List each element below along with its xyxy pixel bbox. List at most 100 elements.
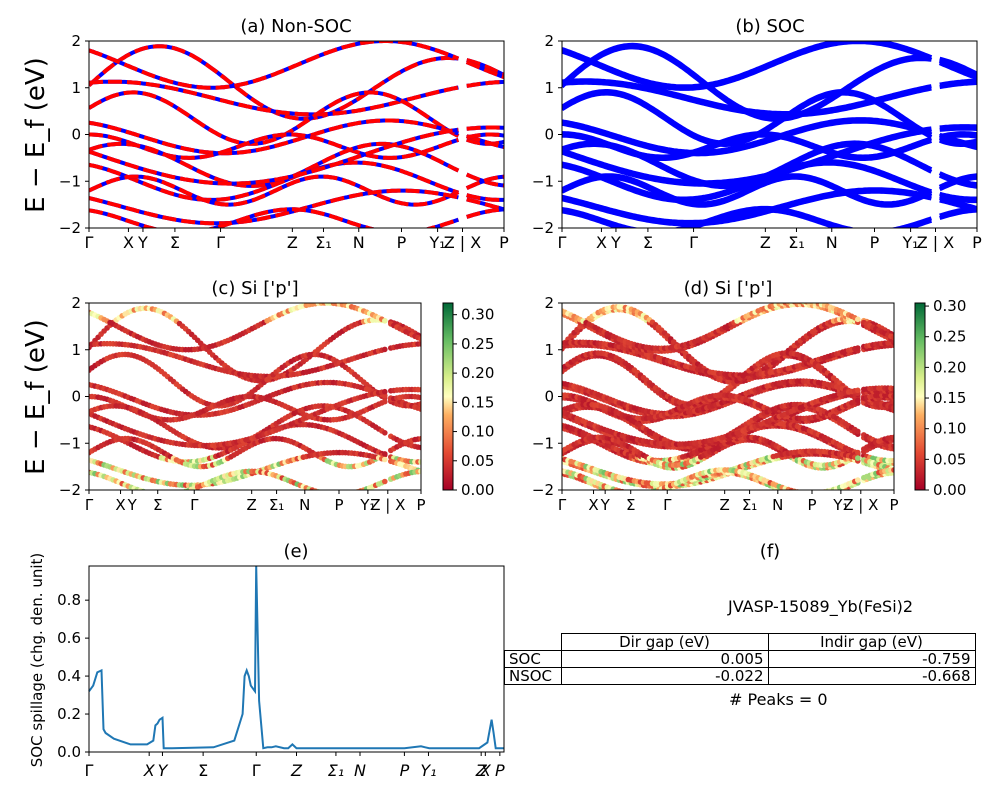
projection-point bbox=[418, 444, 421, 451]
panel-d-xtick-label: X bbox=[588, 496, 598, 514]
ylabel-spillage: SOC spillage (chg. den. unit) bbox=[28, 553, 46, 768]
panel-d-xtick-label: Y bbox=[600, 496, 611, 514]
panel-c-ytick-label: 0 bbox=[71, 388, 81, 406]
projection-point bbox=[891, 334, 894, 341]
projection-point bbox=[801, 490, 807, 496]
panel-e-xtick-label: Z bbox=[475, 761, 488, 780]
projection-point bbox=[799, 489, 802, 490]
table-row: SOC 0.005 -0.759 bbox=[504, 650, 976, 668]
projection-point bbox=[325, 491, 331, 497]
panel-a-xtick-label: X bbox=[123, 233, 134, 252]
projection-point bbox=[617, 491, 623, 497]
projection-point bbox=[320, 489, 323, 490]
projection-point bbox=[174, 491, 180, 497]
projection-point bbox=[322, 491, 328, 497]
projection-point bbox=[645, 489, 648, 490]
panel-d-colorbar-label: 0.25 bbox=[933, 328, 966, 346]
row-label-nsoc: NSOC bbox=[504, 667, 562, 685]
projection-point bbox=[418, 406, 421, 412]
panel-e-ytick-label: 0.0 bbox=[57, 743, 81, 761]
panel-e-ytick-label: 0.6 bbox=[57, 629, 81, 647]
panel-c-points bbox=[89, 303, 421, 498]
panel-e-xtick-label: Y₁ bbox=[420, 761, 436, 780]
panel-b-xtick-label: Z bbox=[760, 233, 771, 252]
band-line-soc bbox=[562, 175, 977, 208]
panel-c-colorbar-label: 0.00 bbox=[461, 481, 494, 499]
panel-c-colorbar-label: 0.10 bbox=[461, 423, 494, 441]
panel-a-xtick-label: Z | X bbox=[444, 233, 482, 252]
projection-point bbox=[177, 490, 183, 496]
panel-a-ytick-label: 0 bbox=[71, 126, 81, 144]
info-caption: JVASP-15089_Yb(FeSi)2 bbox=[728, 597, 914, 616]
panel-d-colorbar-label: 0.15 bbox=[933, 389, 966, 407]
projection-point bbox=[171, 491, 177, 497]
panel-title-a: (a) Non-SOC bbox=[240, 16, 351, 37]
panel-e-xtick-label: Σ bbox=[198, 761, 208, 780]
projection-point bbox=[657, 489, 660, 490]
panel-d-ytick-label: 0 bbox=[544, 388, 554, 406]
panel-d-xtick-label: Z bbox=[720, 496, 730, 514]
panel-a-ytick-label: 2 bbox=[71, 32, 81, 50]
projection-point bbox=[382, 456, 388, 463]
projection-point bbox=[382, 451, 388, 457]
band-line-soc bbox=[562, 41, 977, 91]
panel-b-xtick-label: N bbox=[826, 233, 838, 252]
panel-c-ytick-label: −1 bbox=[59, 434, 81, 452]
panel-d-colorbar-label: 0.00 bbox=[933, 481, 966, 499]
projection-point bbox=[168, 492, 174, 498]
panel-b-ytick-label: 1 bbox=[544, 79, 554, 97]
panel-c-xtick-label: Y₁ bbox=[359, 496, 375, 514]
projection-point bbox=[855, 455, 861, 461]
panel-b-xtick-label: X bbox=[596, 233, 607, 252]
panel-c-ytick-label: −2 bbox=[59, 481, 81, 499]
projection-point bbox=[855, 477, 861, 483]
projection-point bbox=[638, 490, 644, 496]
panel-e-xtick-label: P bbox=[495, 761, 505, 780]
projection-point bbox=[620, 492, 626, 498]
panel-a-xtick-label: P bbox=[397, 233, 407, 252]
panel-e-xtick-label: P bbox=[400, 761, 410, 780]
panel-title-c: (c) Si ['p'] bbox=[211, 278, 298, 299]
panel-b-xtick-label: P bbox=[870, 233, 880, 252]
panel-b-ytick-label: −1 bbox=[532, 172, 554, 190]
panel-a-xtick-label: Σ bbox=[170, 233, 180, 252]
panel-d-xtick-label: Y₁ bbox=[832, 496, 848, 514]
spillage-line bbox=[88, 565, 504, 750]
panel-a-xtick-label: N bbox=[353, 233, 365, 252]
projection-point bbox=[418, 387, 421, 393]
panel-c-ytick-label: 1 bbox=[71, 341, 81, 359]
projection-point bbox=[382, 388, 388, 395]
projection-point bbox=[418, 459, 421, 465]
panel-c-xtick-label: Σ bbox=[153, 496, 162, 514]
panel-a-bands bbox=[89, 41, 504, 228]
panel-e-xtick-label: Γ bbox=[252, 761, 261, 780]
panel-e-xtick-label: X bbox=[143, 761, 156, 780]
band-line-soc bbox=[562, 208, 977, 228]
band-line-soc bbox=[562, 187, 977, 224]
panel-c-xtick-label: P bbox=[416, 496, 425, 514]
band-line-blue bbox=[89, 188, 504, 226]
panel-a-xtick-label: Γ bbox=[216, 233, 225, 252]
panel-b-xtick-label: Γ bbox=[689, 233, 698, 252]
projection-point bbox=[328, 492, 334, 498]
band-line-soc bbox=[562, 80, 977, 118]
panel-d-xtick-label: Σ bbox=[626, 496, 635, 514]
panel-e-ytick-label: 0.2 bbox=[57, 705, 81, 723]
projection-point bbox=[891, 467, 894, 473]
panel-c-xtick-label: Z bbox=[247, 496, 257, 514]
panel-c-ytick-label: 2 bbox=[71, 294, 81, 312]
projection-point bbox=[816, 490, 822, 496]
panel-title-b: (b) SOC bbox=[735, 16, 804, 37]
band-line-soc bbox=[562, 159, 977, 201]
ylabel-energy-top: E − E_f (eV) bbox=[21, 57, 51, 213]
panel-e-ytick-label: 0.8 bbox=[57, 591, 81, 609]
panel-d-xtick-label: P bbox=[889, 496, 898, 514]
projection-point bbox=[614, 490, 620, 496]
band-line-red bbox=[89, 79, 504, 117]
projection-point bbox=[855, 449, 861, 456]
panel-c-xtick-label: Σ₁ bbox=[269, 496, 285, 514]
row-label-soc: SOC bbox=[504, 650, 562, 668]
gap-table: Dir gap (eV) Indir gap (eV) SOC 0.005 -0… bbox=[504, 633, 976, 685]
panel-a-xtick-label: Y bbox=[137, 233, 148, 252]
band-line-red bbox=[89, 44, 504, 121]
